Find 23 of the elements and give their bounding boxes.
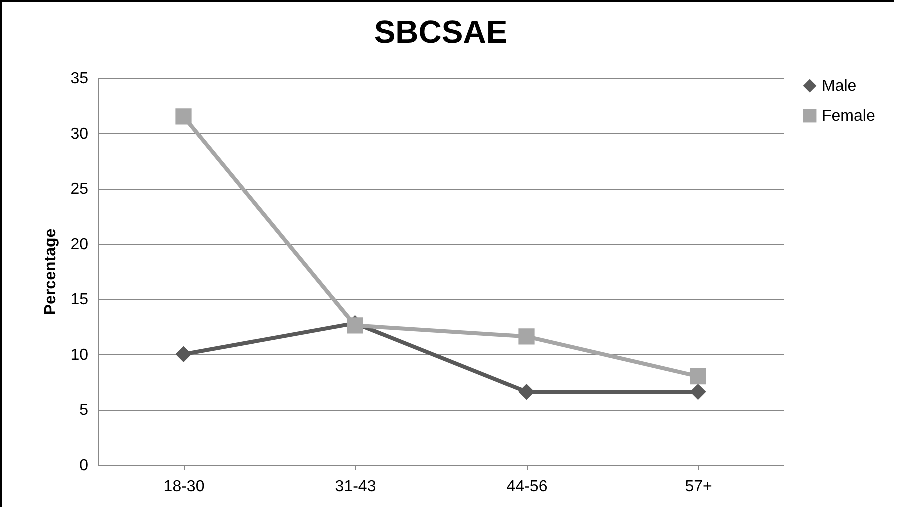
x-tick-label: 44-56 [506,478,548,496]
point [176,346,192,362]
y-tick-label: 30 [70,126,89,143]
point [518,328,535,345]
point [347,318,364,334]
y-tick-label: 0 [80,458,89,474]
y-tick-label: 35 [70,70,89,88]
y-tick-label: 25 [70,181,89,198]
point [176,108,192,125]
y-tick-label: 15 [70,292,89,309]
x-tick-label: 57+ [685,478,712,496]
y-tick-label: 5 [80,402,89,420]
y-axis-title: Percentage [42,228,60,316]
chart-title: SBCSAE [374,14,508,50]
x-tick-label: 18-30 [164,478,205,496]
point [518,384,535,400]
point [690,368,706,385]
x-tick-label: 31-43 [335,478,376,496]
legend-label: Female [822,108,876,125]
point [690,384,706,400]
y-tick-label: 20 [70,236,89,254]
legend-label: Male [822,78,857,95]
y-tick-label: 10 [70,346,89,364]
